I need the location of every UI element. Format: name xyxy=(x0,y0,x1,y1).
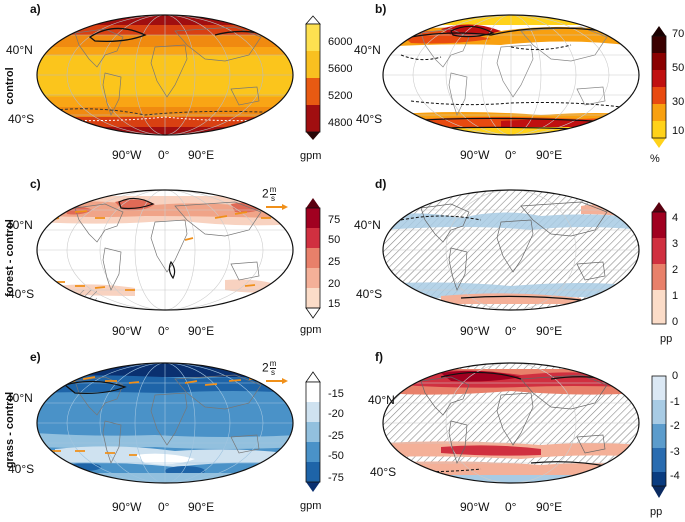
panel-label-f: f) xyxy=(375,350,383,364)
lon-label-c-1: 90°W xyxy=(112,324,142,338)
colorbar-e-tick-3: -25 xyxy=(328,430,344,442)
wind-ref-e-arrow xyxy=(266,378,288,384)
colorbar-f-tick-1: 0 xyxy=(672,370,679,382)
colorbar-e-tick-5: -75 xyxy=(328,472,344,484)
lon-label-c-3: 90°E xyxy=(188,324,215,338)
wind-ref-e-unit-num: m xyxy=(269,359,277,369)
colorbar-d xyxy=(651,202,667,325)
colorbar-e-unit: gpm xyxy=(300,500,322,512)
colorbar-d-tick-3: 2 xyxy=(672,264,679,276)
colorbar-f-tick-4: -3 xyxy=(670,446,680,458)
colorbar-c-tick-5: 15 xyxy=(328,298,341,310)
lat-label-d-s: 40°S xyxy=(356,287,383,301)
map-panel-a xyxy=(36,14,294,136)
lat-label-f-s: 40°S xyxy=(370,465,397,479)
map-panel-d xyxy=(382,189,640,311)
colorbar-d-tick-5: 0 xyxy=(672,316,679,328)
wind-ref-c-arrow xyxy=(266,204,288,210)
colorbar-b-tick-2: 50 xyxy=(672,62,685,74)
lat-label-b-s: 40°S xyxy=(356,112,383,126)
lon-label-d-3: 90°E xyxy=(536,324,563,338)
lat-label-d-n: 40°N xyxy=(354,218,381,232)
colorbar-a-tick-1: 6000 xyxy=(328,36,353,48)
colorbar-f-tick-2: -1 xyxy=(670,396,680,408)
lon-label-d-1: 90°W xyxy=(460,324,490,338)
lat-label-f-n: 40°N xyxy=(368,393,395,407)
lon-label-b-3: 90°E xyxy=(536,148,563,162)
colorbar-b-unit: % xyxy=(650,153,660,165)
wind-ref-e-value: 2 xyxy=(262,360,269,375)
lat-label-a-n: 40°N xyxy=(6,43,33,57)
colorbar-a-tick-2: 5600 xyxy=(328,63,353,75)
lon-label-f-2: 0° xyxy=(505,500,517,514)
colorbar-c xyxy=(305,198,321,319)
colorbar-a-tick-4: 4800 xyxy=(328,117,353,129)
colorbar-c-unit: gpm xyxy=(300,324,322,336)
lon-label-c-2: 0° xyxy=(158,324,170,338)
colorbar-e-tick-2: -20 xyxy=(328,408,344,420)
map-panel-f xyxy=(382,362,640,484)
lat-label-b-n: 40°N xyxy=(354,43,381,57)
colorbar-e-tick-1: -15 xyxy=(328,388,344,400)
lat-label-a-s: 40°S xyxy=(8,112,35,126)
lat-label-e-n: 40°N xyxy=(6,391,33,405)
row-label-control: control xyxy=(4,67,16,105)
lat-label-c-s: 40°S xyxy=(8,287,35,301)
lon-label-a-2: 0° xyxy=(158,148,170,162)
colorbar-d-tick-2: 3 xyxy=(672,238,679,250)
lon-label-f-1: 90°W xyxy=(460,500,490,514)
lon-label-b-2: 0° xyxy=(505,148,517,162)
lon-label-f-3: 90°E xyxy=(536,500,563,514)
colorbar-f-unit: pp xyxy=(650,506,663,518)
colorbar-c-tick-1: 75 xyxy=(328,214,341,226)
lon-label-d-2: 0° xyxy=(505,324,517,338)
map-panel-e xyxy=(36,362,294,484)
colorbar-a xyxy=(305,15,321,140)
colorbar-f xyxy=(651,375,667,498)
wind-ref-c-value: 2 xyxy=(262,186,269,201)
panel-label-b: b) xyxy=(375,2,387,16)
wind-ref-c-unit-den: s xyxy=(271,194,276,203)
lon-label-e-2: 0° xyxy=(158,500,170,514)
colorbar-b-tick-1: 70 xyxy=(672,28,685,40)
map-panel-c xyxy=(36,189,294,311)
wind-ref-c-unit-num: m xyxy=(269,185,277,195)
colorbar-c-tick-2: 50 xyxy=(328,234,341,246)
lat-label-e-s: 40°S xyxy=(8,462,35,476)
colorbar-e xyxy=(305,371,321,492)
colorbar-b xyxy=(651,26,667,148)
wind-ref-e-unit-den: s xyxy=(271,368,276,377)
lon-label-e-1: 90°W xyxy=(112,500,142,514)
colorbar-c-tick-3: 25 xyxy=(328,256,341,268)
colorbar-b-tick-4: 10 xyxy=(672,125,685,137)
colorbar-a-tick-3: 5200 xyxy=(328,90,353,102)
colorbar-d-unit: pp xyxy=(660,333,673,345)
lon-label-a-1: 90°W xyxy=(112,148,142,162)
colorbar-e-tick-4: -50 xyxy=(328,450,344,462)
lon-label-a-3: 90°E xyxy=(188,148,215,162)
lon-label-e-3: 90°E xyxy=(188,500,215,514)
colorbar-d-tick-4: 1 xyxy=(672,290,679,302)
panel-label-e: e) xyxy=(30,350,41,364)
colorbar-f-tick-5: -4 xyxy=(670,470,680,482)
lon-label-b-1: 90°W xyxy=(460,148,490,162)
colorbar-a-unit: gpm xyxy=(300,150,322,162)
panel-label-a: a) xyxy=(30,2,41,16)
colorbar-b-tick-3: 30 xyxy=(672,96,685,108)
map-panel-b xyxy=(382,14,640,136)
panel-label-c: c) xyxy=(30,177,41,191)
colorbar-c-tick-4: 20 xyxy=(328,278,341,290)
colorbar-d-tick-1: 4 xyxy=(672,212,679,224)
lat-label-c-n: 40°N xyxy=(6,218,33,232)
panel-label-d: d) xyxy=(375,177,387,191)
colorbar-f-tick-3: -2 xyxy=(670,420,680,432)
